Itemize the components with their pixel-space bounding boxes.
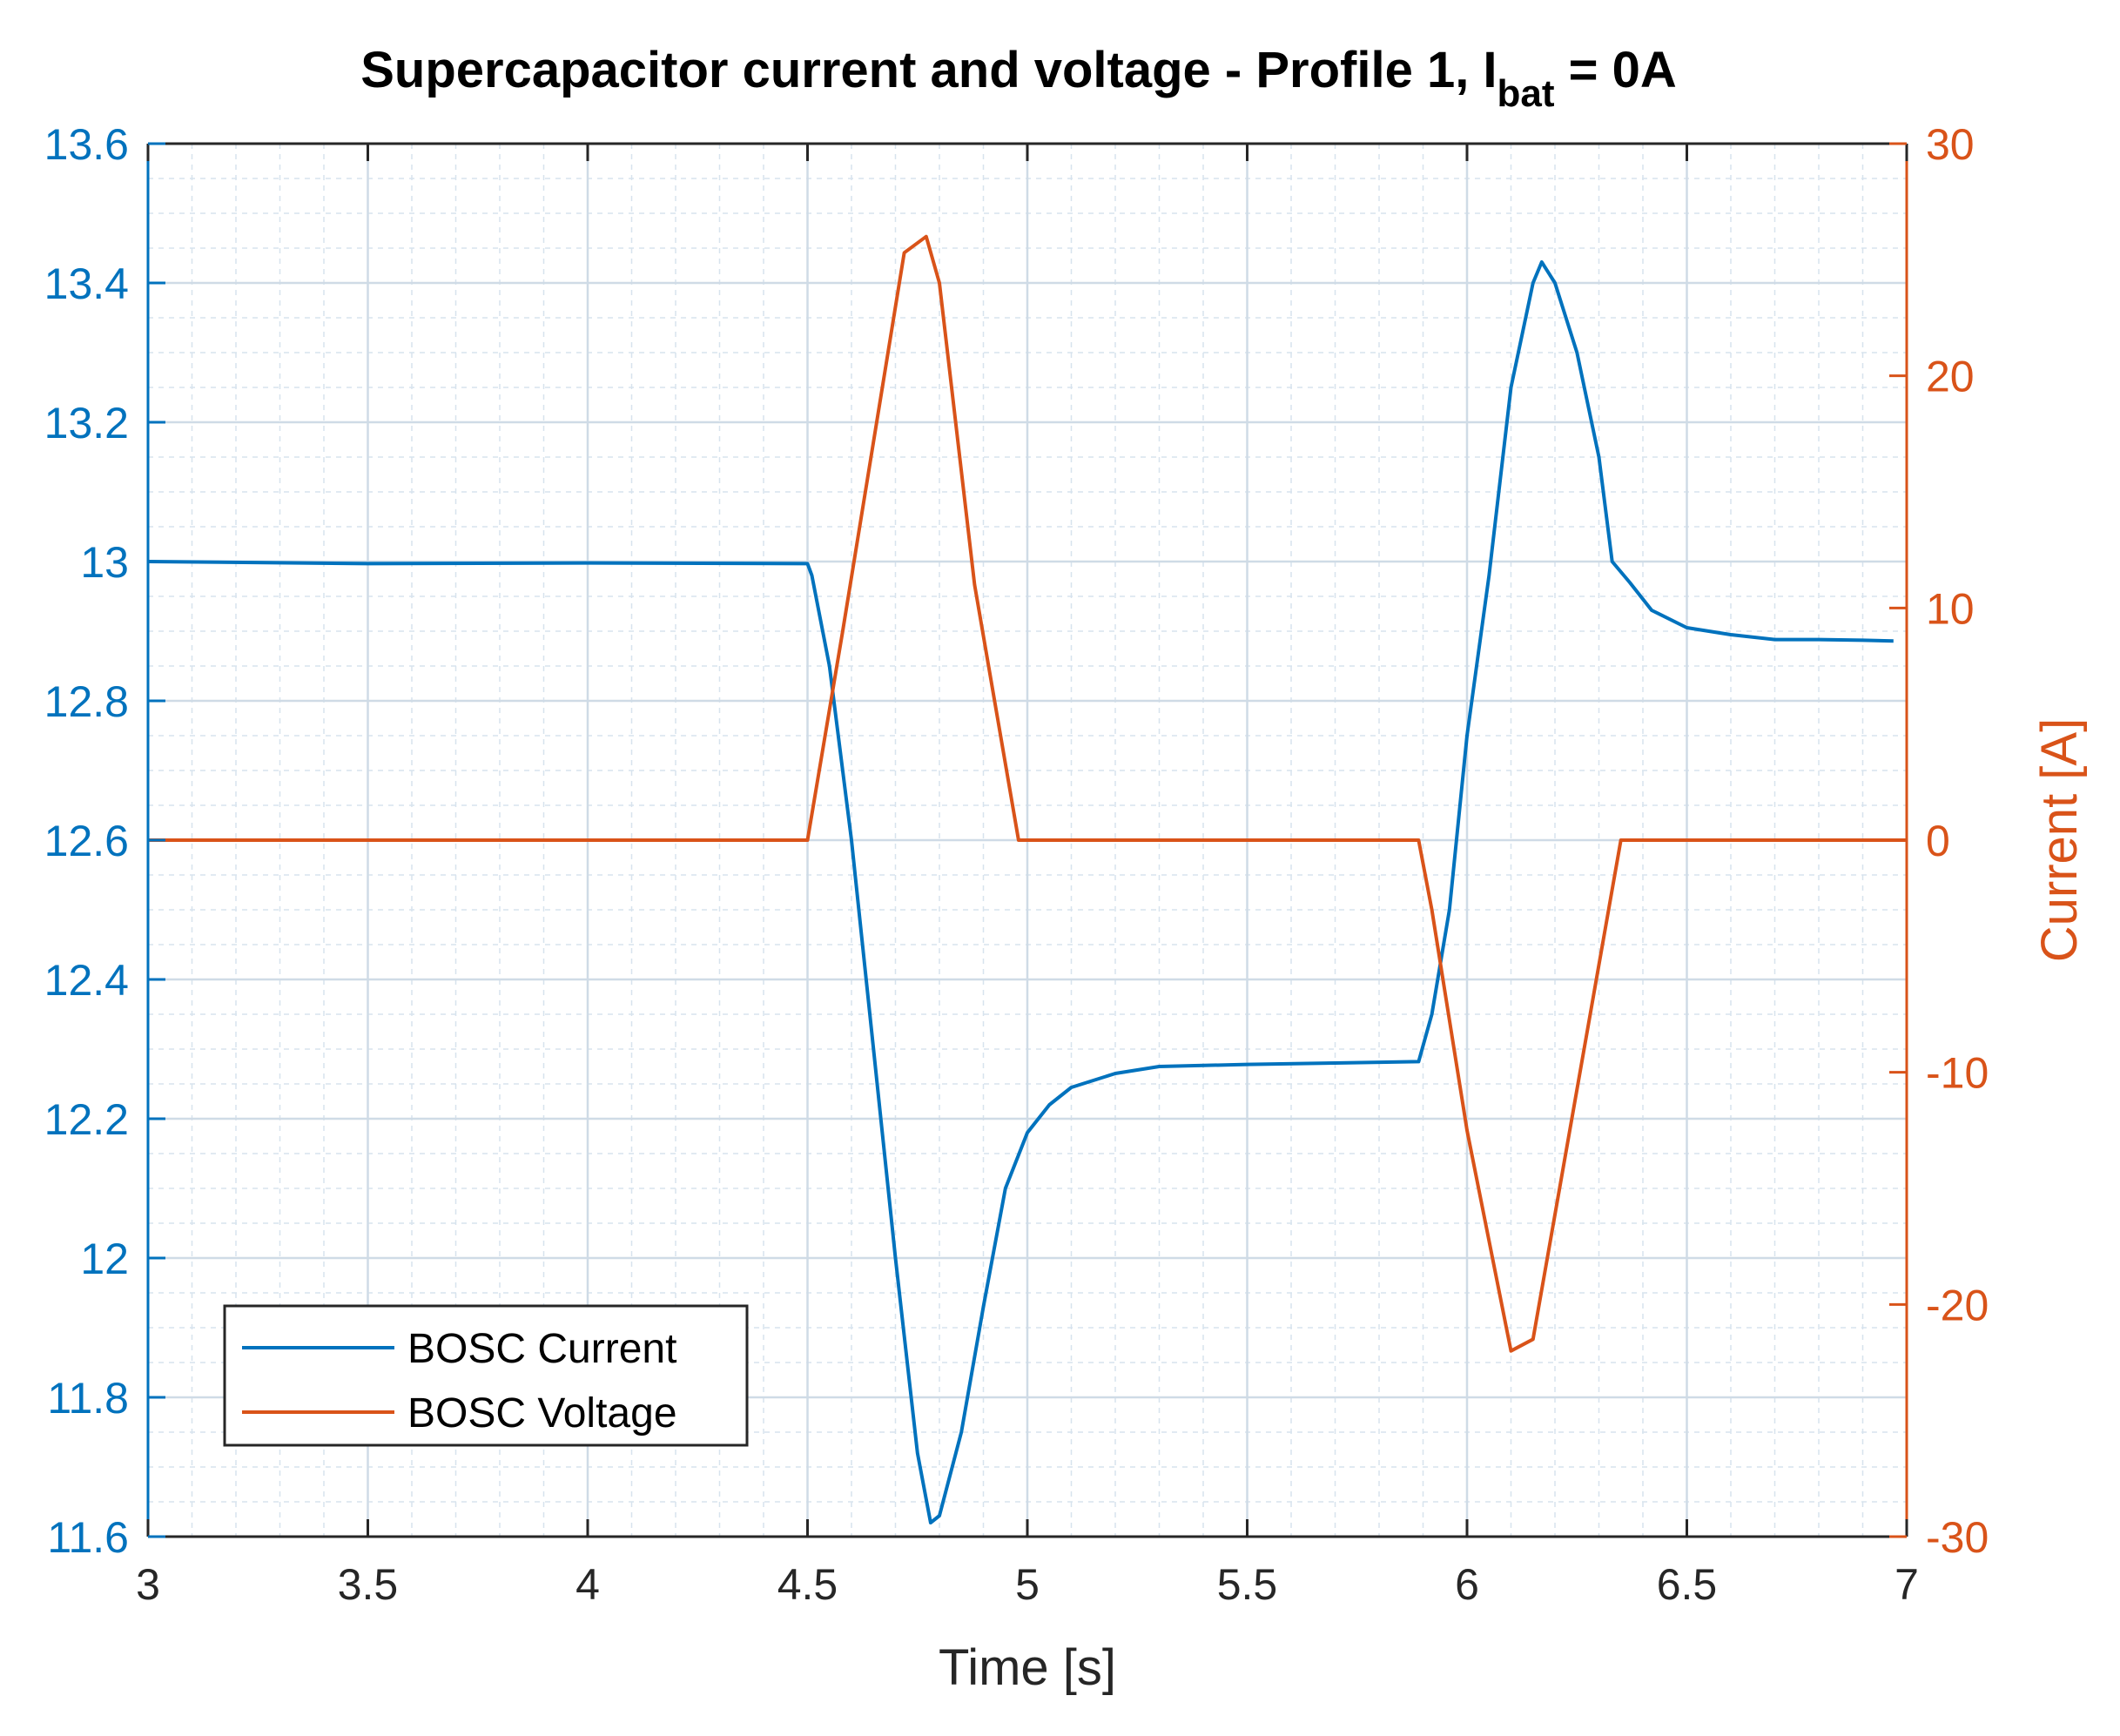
legend-label-bosc-voltage: BOSC Voltage <box>407 1390 677 1437</box>
y-left-tick-label: 12 <box>80 1235 129 1283</box>
y-right-tick-label: 20 <box>1926 353 1975 401</box>
y-right-tick-label: -20 <box>1926 1281 1989 1329</box>
x-tick-label: 4 <box>575 1560 600 1609</box>
y-left-tick-label: 13.2 <box>44 399 129 447</box>
x-axis-label: Time [s] <box>939 1639 1116 1696</box>
y-right-tick-label: -10 <box>1926 1049 1989 1098</box>
y-left-tick-label: 12.4 <box>44 956 129 1005</box>
y-right-axis-label: Current [A] <box>2031 718 2088 962</box>
y-right-tick-label: -30 <box>1926 1513 1989 1562</box>
series-layer <box>147 234 1907 1524</box>
x-tick-label: 7 <box>1895 1560 1919 1609</box>
ticks-layer: 3 3.5 4 4.5 5 5.5 6 6.5 7 11.6 11.8 12 12.2 12.4 12.6 1… <box>44 120 1989 1609</box>
x-tick-label: 3.5 <box>338 1560 399 1609</box>
series-line-bosc-current <box>147 260 1894 1524</box>
x-tick-label: 5.5 <box>1217 1560 1278 1609</box>
chart-title-subscript: bat <box>1497 72 1555 115</box>
x-tick-label: 5 <box>1015 1560 1040 1609</box>
y-left-tick-label: 12.8 <box>44 677 129 726</box>
y-left-tick-label: 11.8 <box>47 1374 129 1423</box>
y-left-tick-label: 13.6 <box>44 120 129 169</box>
y-left-tick-label: 13.4 <box>44 259 129 308</box>
legend: BOSC Current BOSC Voltage <box>223 1304 749 1447</box>
y-right-tick-label: 10 <box>1926 584 1975 633</box>
y-left-tick-label: 13 <box>80 538 129 587</box>
y-right-tick-label: 30 <box>1926 120 1975 169</box>
y-left-tick-label: 12.2 <box>44 1095 129 1144</box>
x-tick-label: 6.5 <box>1657 1560 1718 1609</box>
legend-label-bosc-current: BOSC Current <box>407 1326 676 1372</box>
chart-title: Supercapacitor current and voltage - Pro… <box>360 42 1677 115</box>
chart-title-suffix: = 0A <box>1555 42 1677 98</box>
x-tick-label: 4.5 <box>777 1560 838 1609</box>
y-right-tick-label: 0 <box>1926 817 1950 865</box>
legend-box <box>223 1304 749 1447</box>
y-left-tick-label: 11.6 <box>47 1513 129 1562</box>
y-left-tick-label: 12.6 <box>44 817 129 865</box>
series-line-bosc-voltage <box>148 234 1907 1353</box>
x-tick-label: 3 <box>136 1560 160 1609</box>
x-tick-label: 6 <box>1455 1560 1479 1609</box>
chart-title-main: Supercapacitor current and voltage - Pro… <box>360 42 1497 98</box>
